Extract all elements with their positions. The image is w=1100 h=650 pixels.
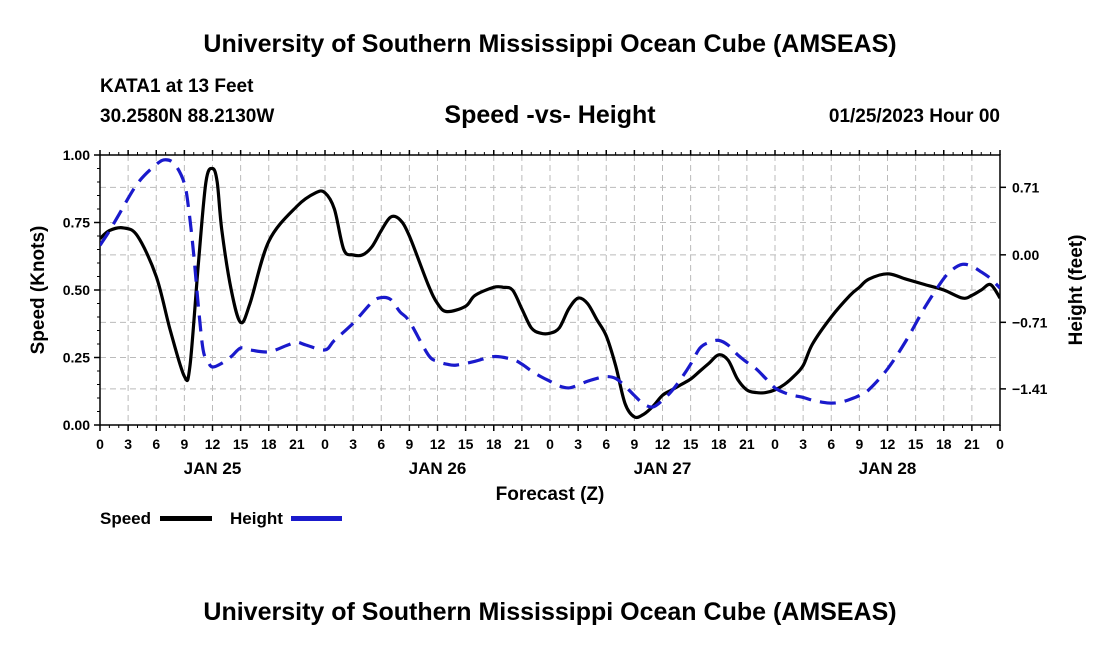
coordinates-label: 30.2580N 88.2130W <box>100 106 275 127</box>
legend-speed-label: Speed <box>100 509 152 528</box>
y-tick-label: 1.00 <box>63 147 90 163</box>
y-right-tick-label: −1.41 <box>1012 381 1048 397</box>
x-tick-label: 3 <box>124 436 132 452</box>
x-tick-label: 21 <box>964 436 980 452</box>
chart-subtitle: Speed -vs- Height <box>444 101 656 129</box>
x-tick-label: 0 <box>321 436 329 452</box>
x-tick-label: 3 <box>799 436 807 452</box>
station-label: KATA1 at 13 Feet <box>100 76 254 97</box>
y-tick-label: 0.50 <box>63 282 90 298</box>
x-tick-label: 9 <box>405 436 413 452</box>
x-tick-label: 6 <box>377 436 385 452</box>
x-tick-label: 9 <box>630 436 638 452</box>
x-tick-label: 15 <box>908 436 924 452</box>
y-right-tick-label: 0.00 <box>1012 247 1039 263</box>
y-tick-label: 0.25 <box>63 350 90 366</box>
x-tick-label: 0 <box>996 436 1004 452</box>
x-date-label: JAN 26 <box>409 459 467 478</box>
x-tick-label: 15 <box>458 436 474 452</box>
x-tick-label: 0 <box>546 436 554 452</box>
x-tick-label: 21 <box>289 436 305 452</box>
x-tick-label: 21 <box>739 436 755 452</box>
y-axis-label-left: Speed (Knots) <box>28 226 49 355</box>
x-tick-label: 6 <box>152 436 160 452</box>
y-axis-label-right: Height (feet) <box>1066 235 1087 346</box>
x-tick-label: 6 <box>827 436 835 452</box>
series-speed-line <box>100 166 1000 420</box>
x-tick-label: 15 <box>233 436 249 452</box>
x-tick-label: 18 <box>711 436 727 452</box>
legend-speed-swatch <box>160 516 212 521</box>
x-tick-label: 6 <box>602 436 610 452</box>
y-tick-label: 0.00 <box>63 417 90 433</box>
x-axis-label: Forecast (Z) <box>496 484 605 505</box>
y-right-tick-label: 0.71 <box>1012 179 1039 195</box>
legend-height-swatch <box>291 516 342 521</box>
x-tick-label: 0 <box>96 436 104 452</box>
x-date-label: JAN 27 <box>634 459 692 478</box>
series-height-line <box>100 158 1000 409</box>
x-tick-label: 0 <box>771 436 779 452</box>
x-tick-label: 9 <box>180 436 188 452</box>
y-right-tick-label: −0.71 <box>1012 314 1048 330</box>
x-date-label: JAN 28 <box>859 459 917 478</box>
main-title: University of Southern Mississippi Ocean… <box>203 30 897 58</box>
grid <box>100 155 1000 425</box>
forecast-datetime: 01/25/2023 Hour 00 <box>828 106 1000 127</box>
x-tick-label: 12 <box>205 436 221 452</box>
x-tick-label: 9 <box>855 436 863 452</box>
x-tick-label: 12 <box>430 436 446 452</box>
x-date-label: JAN 25 <box>184 459 242 478</box>
x-tick-label: 18 <box>486 436 502 452</box>
x-tick-label: 18 <box>261 436 277 452</box>
footer-title: University of Southern Mississippi Ocean… <box>203 598 897 626</box>
x-tick-label: 3 <box>349 436 357 452</box>
x-tick-label: 12 <box>880 436 896 452</box>
x-tick-label: 21 <box>514 436 530 452</box>
x-tick-label: 15 <box>683 436 699 452</box>
legend-height-label: Height <box>230 509 283 528</box>
x-tick-label: 18 <box>936 436 952 452</box>
series-layer <box>100 158 1000 420</box>
x-tick-label: 3 <box>574 436 582 452</box>
y-tick-label: 0.75 <box>63 215 90 231</box>
axes: 0 3 6 9 12 15 18 21 0 3 6 9 12 15 18 21 0 3 6 9 12 15 18 21 0 3 6 9… <box>63 147 1048 478</box>
x-tick-label: 12 <box>655 436 671 452</box>
plot-frame <box>99 154 1001 426</box>
